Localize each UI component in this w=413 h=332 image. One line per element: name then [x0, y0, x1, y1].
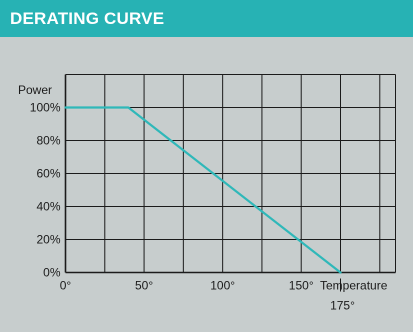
y-tick-label: 40%	[36, 200, 60, 214]
header-bar: DERATING CURVE	[0, 0, 413, 37]
x-tick-label: 150°	[289, 279, 314, 293]
x-axis-title: Temperature	[320, 279, 388, 293]
x-tick-label: 100°	[210, 279, 235, 293]
grid-layer	[64, 74, 396, 274]
chart-title: DERATING CURVE	[10, 9, 165, 28]
y-tick-label: 0%	[43, 266, 61, 280]
x-tick-label: 0°	[60, 279, 72, 293]
derating-chart: 0% 20% 40% 60% 80% 100% 0° 50° 100° 150° 175° Powe…	[18, 74, 396, 313]
derating-curve-line	[64, 106, 342, 274]
y-tick-label: 100%	[30, 101, 61, 115]
curve-layer	[64, 106, 342, 274]
y-tick-label: 80%	[36, 134, 60, 148]
x-marker-label: 175°	[330, 299, 355, 313]
y-tick-label: 60%	[36, 167, 60, 181]
y-tick-label: 20%	[36, 233, 60, 247]
y-axis-title: Power	[18, 83, 52, 97]
x-tick-label: 50°	[135, 279, 153, 293]
tick-label-layer: 0% 20% 40% 60% 80% 100% 0° 50° 100° 150° 175°	[30, 101, 355, 313]
